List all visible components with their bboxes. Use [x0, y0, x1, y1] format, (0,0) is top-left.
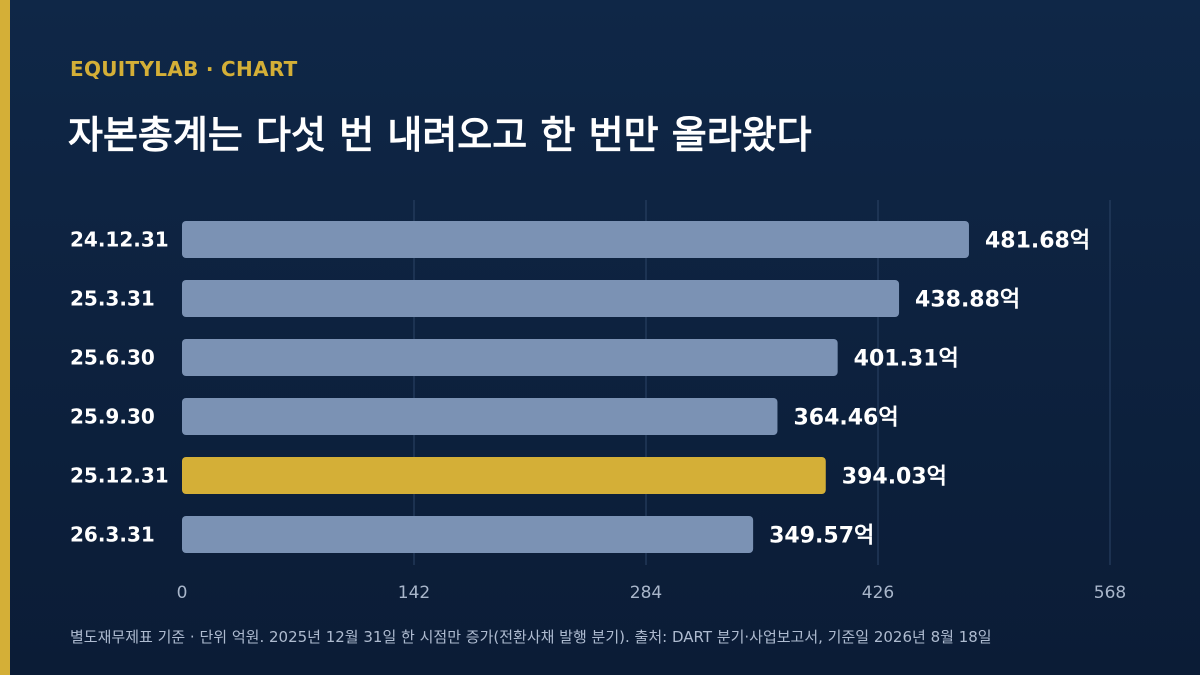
value-label: 394.03억 [842, 465, 947, 490]
chart-title: 자본총계는 다섯 번 내려오고 한 번만 올라왔다 [68, 113, 812, 157]
category-label: 25.12.31 [70, 464, 169, 488]
category-label: 25.6.30 [70, 346, 155, 370]
x-tick-label: 142 [398, 583, 430, 603]
accent-stripe [0, 0, 10, 675]
category-label: 26.3.31 [70, 523, 155, 547]
value-label: 481.68억 [985, 229, 1090, 254]
value-label: 401.31억 [854, 347, 959, 372]
bar [182, 221, 969, 258]
x-tick-label: 284 [630, 583, 662, 603]
bar [182, 280, 900, 317]
x-tick-label: 0 [177, 583, 188, 603]
category-label: 25.3.31 [70, 287, 155, 311]
category-label: 24.12.31 [70, 228, 169, 252]
value-label: 364.46억 [793, 406, 898, 431]
value-label: 438.88억 [915, 288, 1020, 313]
value-label: 349.57억 [769, 524, 874, 549]
category-label: 25.9.30 [70, 405, 155, 429]
source-footnote: 별도재무제표 기준 · 단위 억원. 2025년 12월 31일 한 시점만 증… [70, 628, 992, 646]
bar [182, 457, 826, 494]
brand-kicker: EQUITYLAB · CHART [70, 57, 298, 81]
x-tick-label: 568 [1094, 583, 1126, 603]
bar [182, 339, 838, 376]
bar [182, 516, 754, 553]
x-tick-label: 426 [862, 583, 894, 603]
bar [182, 398, 778, 435]
